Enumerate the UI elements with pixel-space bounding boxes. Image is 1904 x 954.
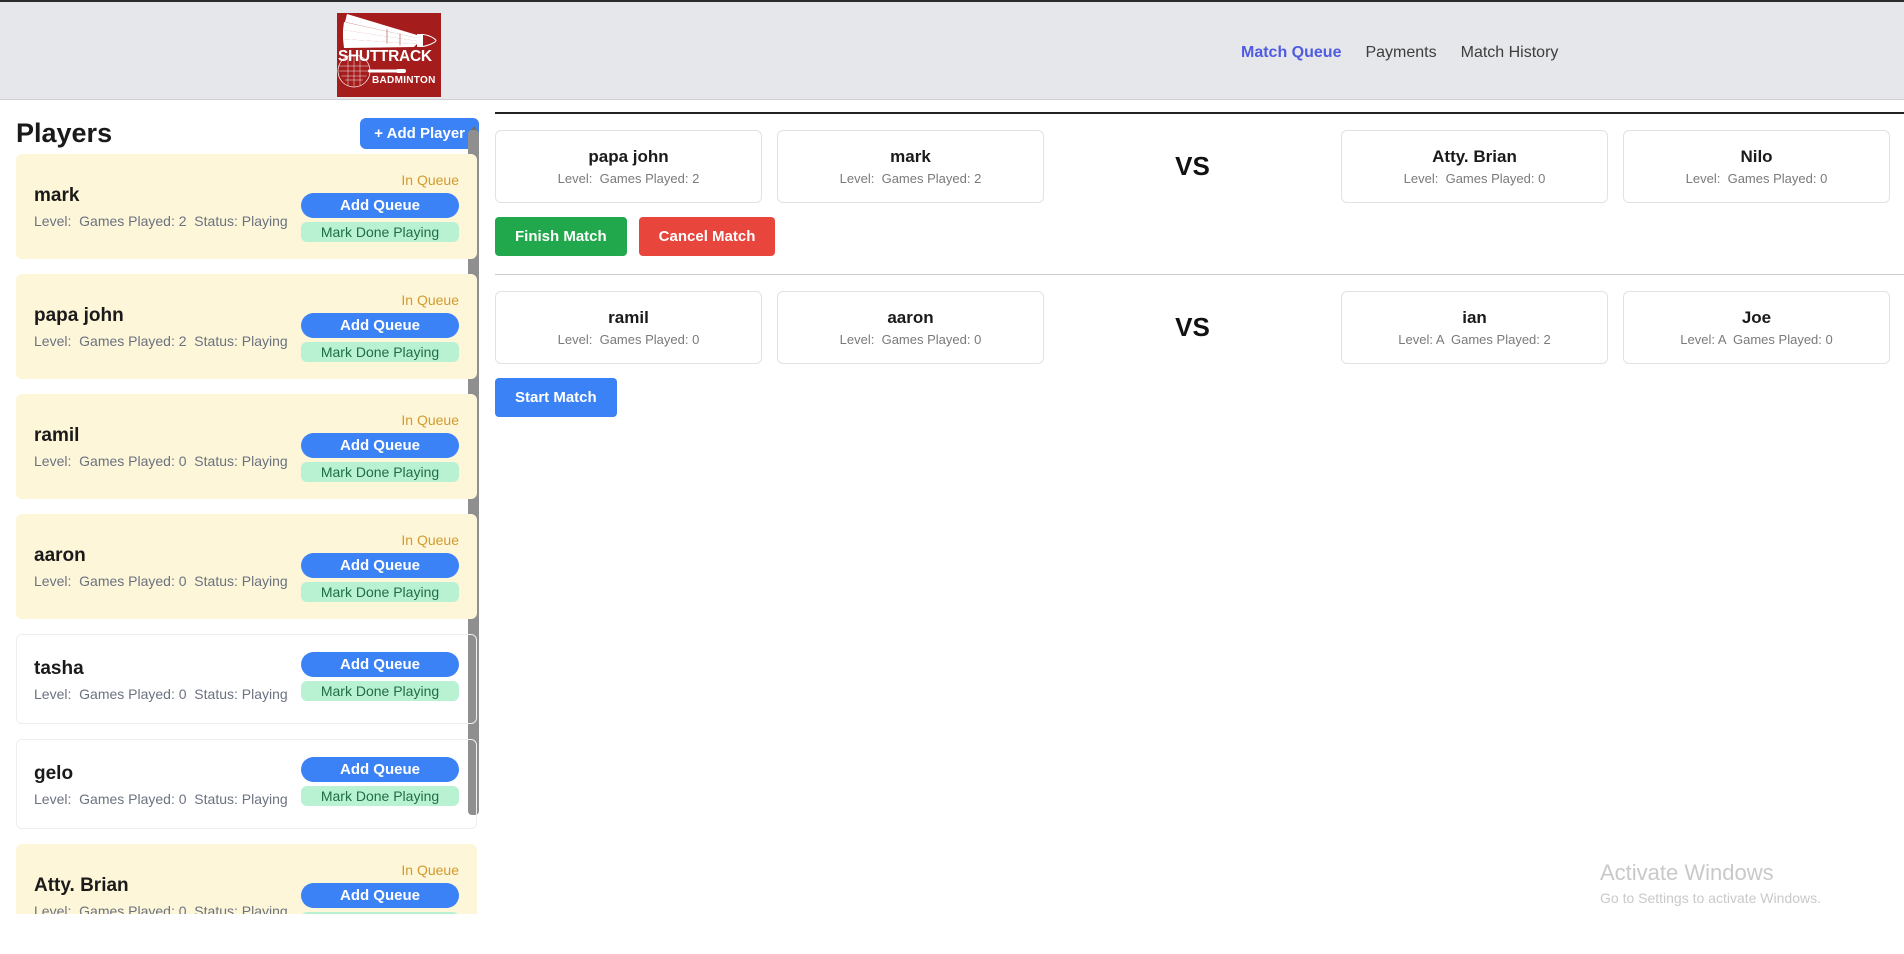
svg-text:BADMINTON: BADMINTON xyxy=(372,75,436,86)
svg-text:SHUTTRACK: SHUTTRACK xyxy=(338,48,433,65)
